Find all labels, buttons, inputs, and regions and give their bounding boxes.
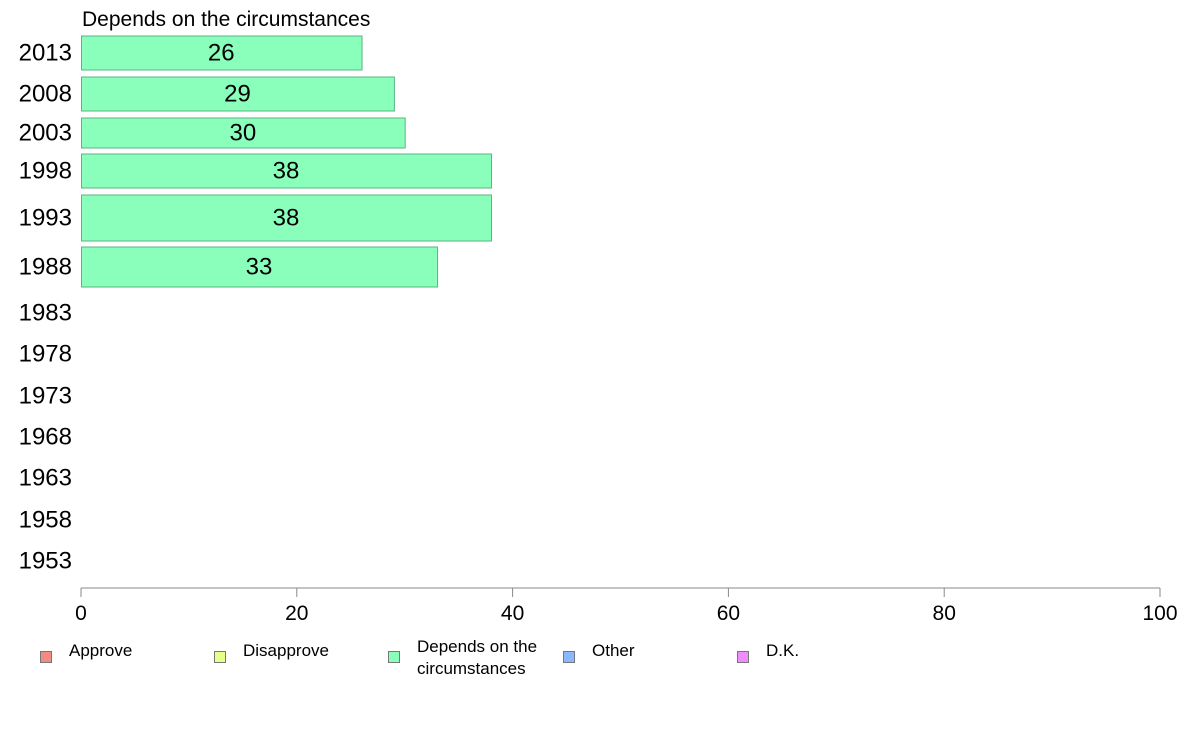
data-label-2008: 29 bbox=[224, 81, 251, 108]
legend-swatch-depends bbox=[388, 651, 400, 663]
legend-item-other: Other bbox=[563, 640, 635, 663]
y-tick-label-2013: 2013 bbox=[19, 40, 72, 67]
data-label-1998: 38 bbox=[273, 158, 300, 185]
legend-swatch-other bbox=[563, 651, 575, 663]
legend-label-disapprove: Disapprove bbox=[243, 641, 329, 660]
legend: Approve Disapprove Depends on the circum… bbox=[0, 637, 1188, 700]
legend-label-depends: Depends on the circumstances bbox=[417, 637, 538, 678]
y-tick-label-1983: 1983 bbox=[19, 300, 72, 327]
x-tick-label-20: 20 bbox=[285, 602, 308, 625]
x-tick-label-0: 0 bbox=[75, 602, 87, 625]
bar-2003 bbox=[81, 117, 406, 149]
x-tick-label-40: 40 bbox=[501, 602, 524, 625]
x-tick-label-80: 80 bbox=[933, 602, 956, 625]
y-tick-label-1973: 1973 bbox=[19, 383, 72, 410]
y-tick-label-1953: 1953 bbox=[19, 548, 72, 575]
bar-chart: Depends on the circumstances 26293038383… bbox=[19, 8, 1178, 625]
y-tick-label-1993: 1993 bbox=[19, 205, 72, 232]
y-tick-label-1988: 1988 bbox=[19, 254, 72, 281]
data-label-2013: 26 bbox=[208, 40, 235, 67]
y-tick-label-1978: 1978 bbox=[19, 341, 72, 368]
data-label-2003: 30 bbox=[229, 120, 256, 147]
x-tick-label-100: 100 bbox=[1142, 602, 1177, 625]
bar-1998 bbox=[81, 153, 493, 189]
bar-1988 bbox=[81, 246, 439, 288]
y-tick-label-1998: 1998 bbox=[19, 158, 72, 185]
legend-label-approve: Approve bbox=[69, 641, 133, 660]
legend-swatch-approve bbox=[40, 651, 52, 663]
y-tick-label-1958: 1958 bbox=[19, 507, 72, 534]
bar-2008 bbox=[81, 76, 395, 112]
data-label-1988: 33 bbox=[246, 254, 273, 281]
legend-label-other: Other bbox=[592, 641, 635, 660]
y-tick-label-2003: 2003 bbox=[19, 120, 72, 147]
legend-swatch-dk bbox=[737, 651, 749, 663]
y-tick-label-1968: 1968 bbox=[19, 424, 72, 451]
legend-label-dk: D.K. bbox=[766, 641, 800, 660]
legend-swatch-disapprove bbox=[214, 651, 226, 663]
legend-item-disapprove: Disapprove bbox=[214, 640, 329, 663]
legend-item-approve: Approve bbox=[40, 640, 132, 663]
bar-1993 bbox=[81, 194, 493, 242]
legend-item-dk: D.K. bbox=[737, 640, 799, 663]
data-label-1993: 38 bbox=[273, 205, 300, 232]
x-tick-label-60: 60 bbox=[717, 602, 740, 625]
bar-2013 bbox=[81, 35, 363, 71]
chart-title: Depends on the circumstances bbox=[82, 8, 370, 31]
y-tick-label-2008: 2008 bbox=[19, 81, 72, 108]
legend-item-depends: Depends on the circumstances bbox=[388, 636, 552, 680]
y-tick-label-1963: 1963 bbox=[19, 465, 72, 492]
